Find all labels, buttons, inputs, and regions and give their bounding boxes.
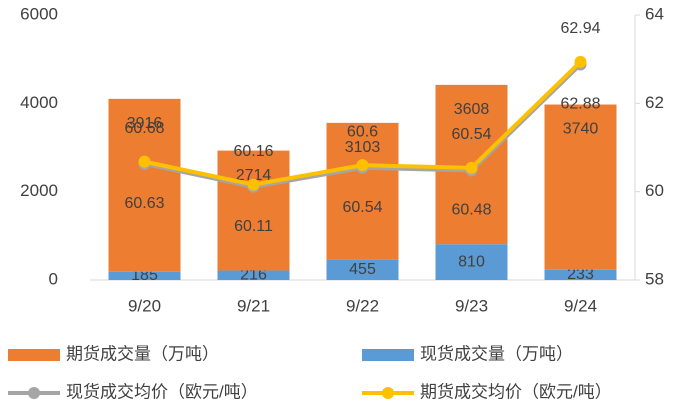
data-label: 62.88	[560, 96, 600, 113]
data-label: 60.54	[451, 126, 491, 143]
marker	[247, 178, 260, 191]
y2-tick-label: 58	[645, 269, 664, 288]
data-label: 3608	[454, 101, 490, 118]
bar	[217, 150, 290, 271]
y2-tick-label: 60	[645, 181, 664, 200]
bar	[326, 122, 399, 260]
y-tick-label: 2000	[20, 181, 58, 200]
data-label: 455	[349, 261, 376, 278]
data-label: 60.6	[347, 123, 378, 140]
data-label: 3103	[345, 139, 381, 156]
legend-label: 现货成交均价（欧元/吨）	[66, 382, 258, 401]
bar	[544, 104, 617, 270]
legend-swatch	[8, 349, 60, 361]
x-tick-label: 9/23	[455, 296, 488, 315]
data-label: 2714	[236, 167, 272, 184]
marker	[574, 55, 587, 68]
y-tick-label: 0	[49, 269, 58, 288]
x-tick-label: 9/20	[128, 296, 161, 315]
x-tick-label: 9/24	[564, 296, 597, 315]
y2-tick-label: 62	[645, 93, 664, 112]
legend-swatch	[362, 349, 414, 361]
x-tick-label: 9/21	[237, 296, 270, 315]
bar	[108, 98, 181, 272]
x-tick-label: 9/22	[346, 296, 379, 315]
data-label: 60.68	[124, 120, 164, 137]
legend-label: 期货成交量（万吨）	[66, 344, 219, 363]
bar	[435, 244, 508, 280]
y2-tick-label: 64	[645, 4, 664, 23]
y-tick-label: 4000	[20, 93, 58, 112]
marker	[356, 159, 369, 172]
data-label: 3740	[563, 121, 599, 138]
bar	[544, 269, 617, 280]
bar	[108, 271, 181, 280]
data-label: 216	[240, 266, 267, 283]
legend-label: 期货成交均价（欧元/吨）	[420, 382, 612, 401]
marker	[465, 161, 478, 174]
data-label: 60.48	[451, 202, 491, 219]
data-label: 62.94	[560, 20, 600, 37]
bar	[217, 270, 290, 280]
legend-marker	[28, 387, 40, 399]
data-label: 810	[458, 253, 485, 270]
data-label: 60.63	[124, 195, 164, 212]
legend-label: 现货成交量（万吨）	[420, 344, 573, 363]
data-label: 3916	[127, 115, 163, 132]
data-label: 60.16	[233, 143, 273, 160]
data-label: 60.11	[234, 218, 273, 235]
data-label: 233	[567, 266, 594, 283]
bar	[326, 259, 399, 280]
data-label: 60.54	[342, 199, 382, 216]
marker	[138, 155, 151, 168]
y-tick-label: 6000	[20, 4, 58, 23]
legend-marker	[382, 387, 394, 399]
